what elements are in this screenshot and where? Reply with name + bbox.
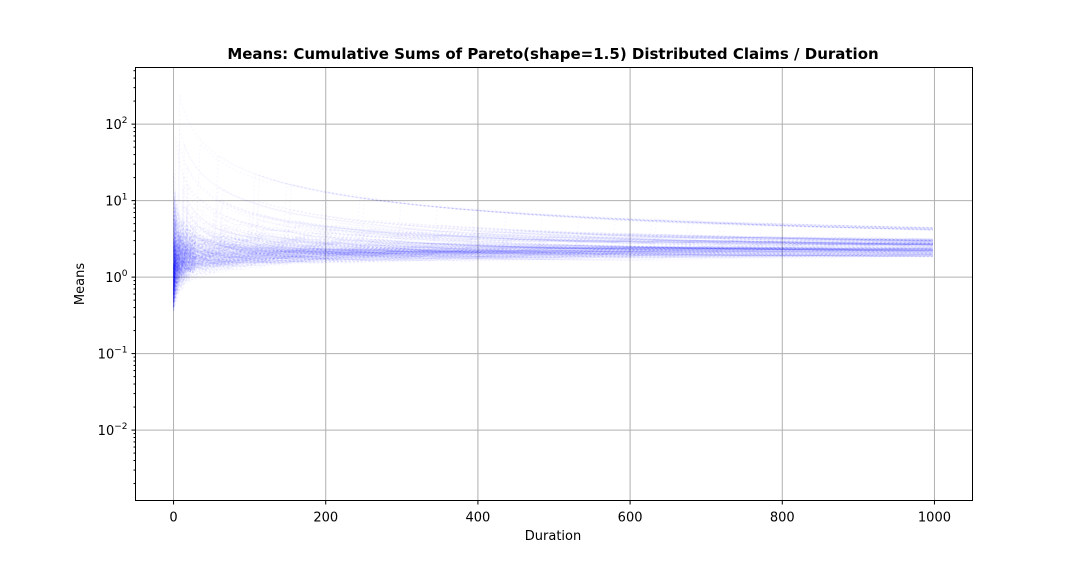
chart-title: Means: Cumulative Sums of Pareto(shape=1…	[227, 45, 878, 63]
y-tick-label: 101	[105, 193, 127, 210]
y-axis-label: Means	[73, 263, 88, 305]
y-tick-label: 102	[105, 116, 127, 133]
x-tick-label: 600	[618, 511, 643, 526]
x-axis: 0 200 400 600 800 1000	[169, 500, 951, 526]
x-axis-label: Duration	[525, 529, 581, 544]
x-tick-label: 800	[770, 511, 795, 526]
y-tick-label: 10−2	[98, 422, 128, 439]
series-line	[174, 176, 933, 284]
x-tick-label: 200	[313, 511, 338, 526]
grid-lines	[135, 67, 973, 501]
y-tick-label: 10−1	[98, 346, 128, 363]
series-lines	[174, 94, 933, 312]
x-tick-label: 1000	[918, 511, 951, 526]
series-line	[174, 174, 933, 284]
y-axis: 10−2 10−1 100 101 102	[98, 70, 136, 485]
y-tick-label: 100	[105, 269, 128, 286]
x-tick-label: 400	[465, 511, 490, 526]
plot-frame	[135, 67, 973, 501]
x-tick-label: 0	[169, 511, 177, 526]
